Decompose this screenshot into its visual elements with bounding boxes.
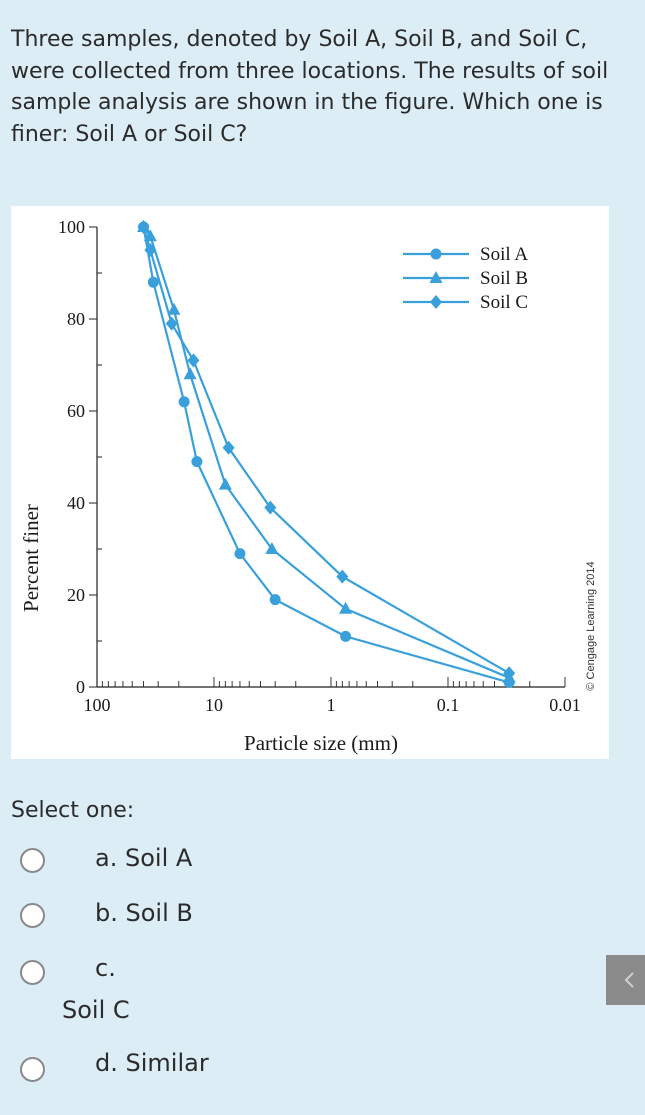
- y-axis-label: Percent finer: [19, 504, 43, 612]
- y-tick-label: 40: [67, 493, 85, 513]
- select-one-label: Select one:: [11, 798, 135, 823]
- question-text: Three samples, denoted by Soil A, Soil B…: [11, 27, 609, 147]
- radio-option-b[interactable]: [20, 903, 45, 928]
- y-tick-label: 20: [67, 585, 85, 605]
- data-point-soil-c: [187, 353, 200, 368]
- option-a[interactable]: a. Soil A: [0, 830, 400, 890]
- data-point-soil-c: [264, 500, 277, 515]
- legend-marker-soil-c: [430, 295, 442, 309]
- data-point-soil-c: [144, 243, 157, 257]
- data-point-soil-a: [269, 594, 281, 606]
- side-drawer-tab[interactable]: [606, 955, 645, 1005]
- credit-text: © Cengage Learning 2014: [585, 561, 597, 690]
- gradation-figure: 0 20 40 60 80 100 100 10 1 0.1 0.01 Soil A Soil B So…: [11, 206, 609, 759]
- data-point-soil-c: [336, 569, 349, 584]
- series-line-soil-a: [142, 226, 510, 684]
- option-d-label: Similar: [125, 1049, 209, 1077]
- legend-label-soil-a: Soil A: [480, 244, 528, 265]
- data-point-soil-a: [234, 548, 246, 560]
- data-point-soil-b: [265, 542, 279, 554]
- data-point-soil-a: [191, 456, 203, 468]
- option-a-letter: a.: [95, 844, 118, 872]
- data-point-soil-a: [340, 630, 352, 642]
- option-c[interactable]: c. Soil C: [0, 940, 400, 1030]
- data-point-soil-c: [222, 440, 235, 455]
- data-point-soil-b: [218, 477, 232, 490]
- option-d[interactable]: d. Similar: [0, 1035, 400, 1095]
- y-tick-label: 60: [67, 401, 85, 421]
- data-point-soil-c: [165, 316, 178, 331]
- option-a-label: Soil A: [124, 844, 193, 872]
- data-point-soil-b: [167, 302, 181, 315]
- y-tick-label: 0: [76, 677, 85, 697]
- data-point-soil-a: [147, 276, 159, 288]
- data-point-soil-c: [503, 666, 516, 681]
- legend-marker-soil-b: [429, 271, 443, 283]
- y-tick-label: 100: [58, 217, 85, 237]
- legend-label-soil-b: Soil B: [480, 268, 528, 289]
- x-tick-label: 0.1: [437, 695, 460, 715]
- radio-option-c[interactable]: [20, 960, 45, 985]
- option-b-label: Soil B: [125, 899, 193, 927]
- option-d-letter: d.: [95, 1049, 118, 1077]
- radio-option-a[interactable]: [20, 848, 45, 873]
- data-point-soil-b: [183, 367, 197, 380]
- y-tick-label: 80: [67, 309, 85, 329]
- x-axis-label: Particle size (mm): [244, 731, 398, 755]
- option-c-label: Soil C: [62, 996, 130, 1024]
- data-point-soil-b: [339, 601, 353, 614]
- legend-label-soil-c: Soil C: [480, 292, 528, 313]
- series-line-soil-c: [142, 226, 510, 675]
- option-b[interactable]: b. Soil B: [0, 885, 400, 945]
- radio-option-d[interactable]: [20, 1057, 45, 1082]
- gradation-chart: 0 20 40 60 80 100 100 10 1 0.1 0.01 Soil A Soil B So…: [19, 217, 597, 755]
- x-tick-label: 100: [84, 695, 111, 715]
- legend-marker-soil-a: [430, 248, 442, 260]
- data-point-soil-c: [137, 220, 150, 234]
- option-c-letter: c.: [95, 954, 116, 982]
- data-point-soil-a: [178, 396, 190, 408]
- series-line-soil-b: [142, 226, 510, 679]
- x-tick-label: 1: [327, 695, 336, 715]
- x-tick-label: 10: [205, 695, 223, 715]
- option-b-letter: b.: [95, 899, 118, 927]
- chevron-left-icon: [624, 972, 634, 988]
- x-tick-label: 0.01: [549, 695, 581, 715]
